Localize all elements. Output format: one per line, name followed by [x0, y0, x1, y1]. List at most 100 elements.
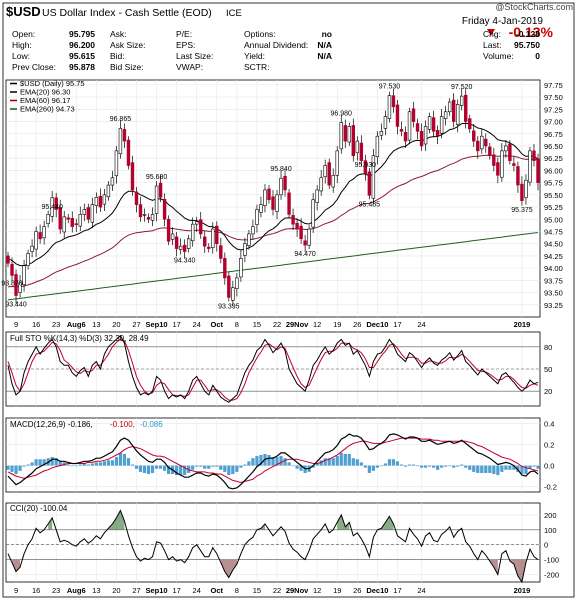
macd-histogram-bar	[391, 459, 396, 466]
candle	[110, 177, 115, 186]
macd-legend: MACD(12,26,9) -0.186,	[10, 420, 93, 429]
macd-histogram-bar	[448, 465, 452, 467]
macd-histogram-bar	[480, 465, 484, 473]
x-tick-label: 15	[253, 586, 261, 595]
field-value: 95.750	[514, 40, 540, 50]
candle	[42, 226, 46, 239]
candle	[22, 265, 26, 286]
price-tick-label: 97.75	[544, 81, 563, 90]
candle	[303, 240, 307, 246]
macd-histogram-bar	[291, 465, 295, 467]
price-tick-label: 93.75	[544, 276, 563, 285]
watermark: @StockCharts.com	[495, 2, 573, 12]
macd-histogram-bar	[102, 461, 106, 466]
candle	[443, 111, 448, 119]
price-tick-label: 94.00	[544, 264, 563, 273]
macd-tick-label: 0.2	[544, 440, 554, 449]
macd-histogram-bar	[54, 458, 58, 466]
macd-histogram-bar	[50, 457, 54, 466]
candle	[315, 189, 319, 203]
macd-histogram-bar	[267, 455, 271, 466]
field-label: Bid Size:	[110, 62, 144, 72]
legend-label: $USD (Daily) 95.75	[20, 79, 85, 88]
candle	[391, 95, 396, 108]
candle	[203, 236, 207, 247]
macd-histogram-bar	[500, 465, 504, 472]
candle	[271, 196, 275, 210]
candle	[287, 192, 291, 215]
cci-tick-label: -100	[544, 556, 559, 565]
macd-histogram-bar	[431, 465, 436, 468]
macd-histogram-bar	[231, 465, 235, 475]
macd-histogram-bar	[496, 465, 500, 476]
legend-label: EMA(60) 96.17	[20, 96, 70, 105]
macd-histogram-bar	[419, 465, 424, 468]
x-tick-label: 24	[193, 320, 201, 329]
x-tick-label: 12	[313, 586, 321, 595]
price-tick-label: 95.25	[544, 203, 563, 212]
candle	[267, 188, 271, 201]
macd-histogram-bar	[158, 465, 163, 469]
candle	[190, 223, 195, 242]
price-annotation: 93.395	[218, 304, 240, 311]
x-tick-label: 16	[32, 586, 40, 595]
macd-histogram-bar	[275, 457, 279, 466]
instrument-name: US Dollar Index - Cash Settle (EOD)	[42, 7, 212, 19]
x-tick-label: 24	[417, 586, 425, 595]
macd-legend: -0.100,	[110, 420, 135, 429]
x-tick-label: 16	[32, 320, 40, 329]
candle	[492, 154, 496, 166]
candle	[90, 204, 95, 223]
price-annotation: 93.440	[5, 301, 27, 308]
candle	[26, 253, 30, 266]
candle	[138, 204, 143, 218]
macd-histogram-bar	[476, 465, 480, 473]
cci-frame	[5, 502, 541, 583]
macd-histogram-bar	[106, 460, 110, 466]
candle	[58, 207, 62, 230]
macd-histogram-bar	[183, 465, 187, 476]
field-label: Ask Size:	[110, 40, 145, 50]
price-tick-label: 93.25	[544, 301, 563, 310]
macd-tick-label: 0.0	[544, 462, 554, 471]
macd-histogram-bar	[440, 465, 444, 468]
x-tick-label: 20	[112, 586, 120, 595]
candle	[504, 145, 508, 152]
price-annotation: 93.870	[1, 280, 23, 287]
macd-histogram-bar	[403, 465, 408, 467]
price-annotation: 95.840	[270, 166, 292, 173]
candle	[323, 165, 327, 178]
candle	[219, 245, 223, 259]
macd-histogram-bar	[130, 464, 135, 466]
price-tick-label: 96.50	[544, 142, 563, 151]
x-tick-label: 23	[52, 586, 60, 595]
x-tick-label: 29Nov	[286, 586, 309, 595]
macd-histogram-bar	[162, 465, 167, 471]
candle	[6, 255, 10, 264]
candle	[150, 214, 155, 221]
macd-histogram-bar	[34, 459, 38, 466]
candle	[383, 116, 388, 129]
x-tick-label: 27	[132, 586, 140, 595]
candle	[259, 204, 263, 213]
candle	[311, 199, 315, 228]
candle	[34, 231, 38, 250]
candle	[130, 162, 135, 191]
candle	[170, 233, 175, 240]
candle	[62, 216, 66, 233]
macd-histogram-bar	[251, 458, 255, 466]
x-tick-label: 8	[235, 586, 239, 595]
field-value: 96.200	[69, 40, 95, 50]
field-label: Annual Dividend:	[244, 40, 308, 50]
field-value: 95.615	[69, 51, 95, 61]
candle	[427, 116, 432, 130]
cci-tick-label: 200	[544, 511, 557, 520]
price-annotation: 96.980	[331, 111, 353, 118]
macd-histogram-bar	[150, 465, 155, 473]
ema60-line	[7, 154, 539, 288]
quote-header: $USD US Dollar Index - Cash Settle (EOD)…	[6, 2, 573, 72]
x-tick-label: 12	[313, 320, 321, 329]
price-annotation: 95.680	[146, 174, 168, 181]
candle	[10, 263, 14, 276]
